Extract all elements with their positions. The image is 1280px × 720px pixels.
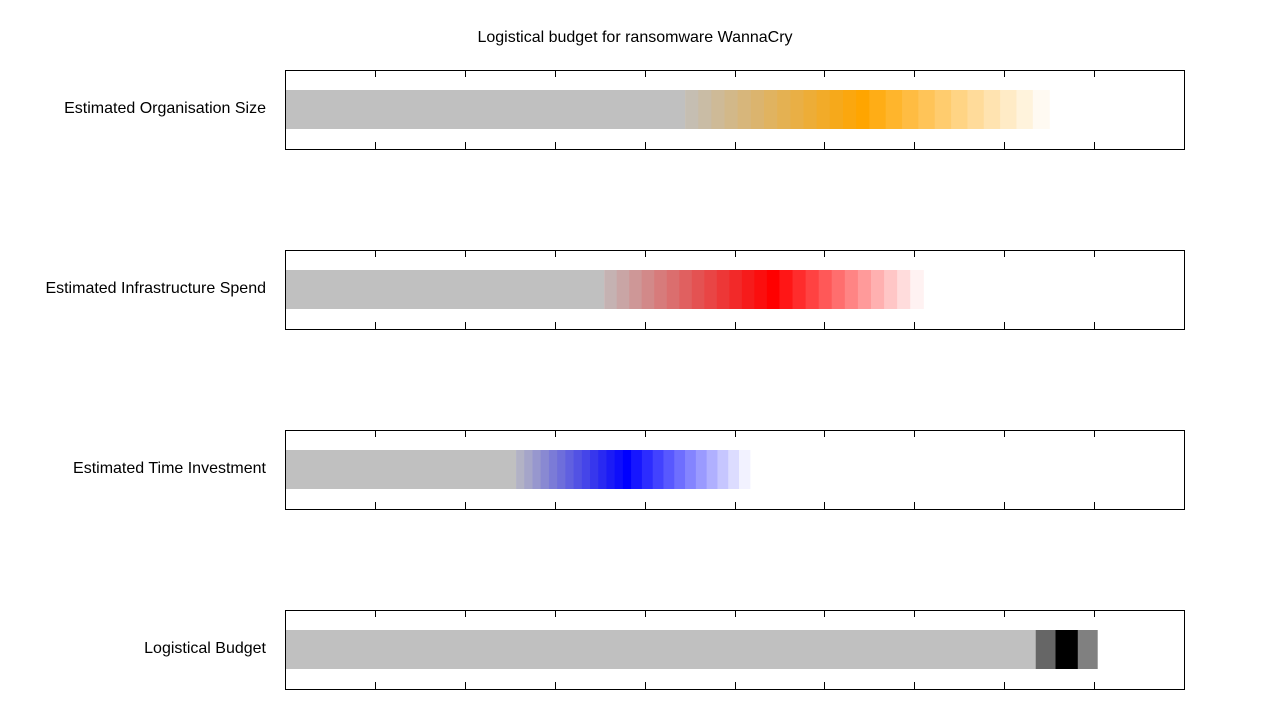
spread-segment <box>884 270 898 309</box>
spread-segment <box>803 90 818 129</box>
spread-segment <box>843 90 857 129</box>
spread-segment <box>629 270 643 309</box>
spread-segment <box>516 450 525 489</box>
spread-segment <box>857 270 872 309</box>
base-bar <box>286 270 605 309</box>
spread-segment <box>729 270 743 309</box>
spread-segment <box>598 450 608 489</box>
spread-segment <box>934 90 952 129</box>
spread-segment <box>532 450 542 489</box>
spread-segment <box>573 450 583 489</box>
spread-segment <box>616 270 630 309</box>
spread-segment <box>764 90 778 129</box>
spread-segment <box>695 450 708 489</box>
spread-segment <box>741 270 756 309</box>
spread-segment <box>674 450 686 489</box>
spread-segment <box>728 450 740 489</box>
spread-segment <box>622 450 632 489</box>
spread-segment <box>606 450 616 489</box>
spread-segment <box>711 90 726 129</box>
row-label: Logistical Budget <box>144 640 266 657</box>
spread-segment <box>641 450 654 489</box>
spread-segment <box>540 450 550 489</box>
spread-segment <box>604 270 618 309</box>
base-bar <box>286 450 517 489</box>
spread-segment <box>951 90 969 129</box>
base-bar <box>286 630 1036 669</box>
spread-segment <box>706 450 719 489</box>
row-label: Estimated Time Investment <box>73 460 267 477</box>
spread-segment <box>557 450 566 489</box>
spread-segment <box>631 450 643 489</box>
spread-segment <box>565 450 575 489</box>
row-label: Estimated Infrastructure Spend <box>45 280 266 297</box>
spread-segment <box>685 450 697 489</box>
spread-segment <box>679 270 693 309</box>
spread-segment <box>1000 90 1018 129</box>
spread-segment <box>716 270 730 309</box>
spread-segment <box>666 270 680 309</box>
spread-segment <box>1032 90 1050 129</box>
spread-segment <box>777 90 791 129</box>
base-bar <box>286 90 686 129</box>
spread-segment <box>641 270 655 309</box>
spread-segment <box>790 90 805 129</box>
spread-segment <box>685 90 699 129</box>
spread-segment <box>1016 90 1034 129</box>
spread-segment <box>717 450 729 489</box>
spread-segment <box>870 270 885 309</box>
spread-segment <box>844 270 859 309</box>
spread-segment <box>766 270 781 309</box>
spread-segment <box>691 270 705 309</box>
spread-segment <box>590 450 599 489</box>
spread-segment <box>704 270 718 309</box>
row-label: Estimated Organisation Size <box>64 100 266 117</box>
spread-segment <box>816 90 831 129</box>
spread-segment <box>897 270 911 309</box>
spread-segment <box>524 450 534 489</box>
spread-segment <box>918 90 936 129</box>
spread-segment <box>869 90 887 129</box>
spread-segment <box>548 450 558 489</box>
spread-segment <box>967 90 985 129</box>
spread-segment <box>581 450 591 489</box>
spread-segment <box>983 90 1001 129</box>
spread-segment <box>829 90 844 129</box>
spread-segment <box>885 90 903 129</box>
spread-segment <box>792 270 807 309</box>
spread-segment <box>779 270 794 309</box>
spread-segment <box>652 450 665 489</box>
spread-segment <box>737 90 752 129</box>
chart-title: Logistical budget for ransomware WannaCr… <box>477 29 793 46</box>
spread-segment <box>724 90 739 129</box>
budget-segment <box>1035 630 1056 669</box>
budget-segment <box>1077 630 1098 669</box>
spread-segment <box>805 270 820 309</box>
spread-segment <box>902 90 919 129</box>
budget-segment <box>1055 630 1078 669</box>
spread-segment <box>654 270 668 309</box>
spread-segment <box>663 450 675 489</box>
spread-segment <box>754 270 768 309</box>
spread-segment <box>614 450 624 489</box>
spread-segment <box>738 450 751 489</box>
spread-segment <box>698 90 712 129</box>
spread-segment <box>856 90 870 129</box>
spread-segment <box>831 270 846 309</box>
spread-segment <box>818 270 833 309</box>
spread-segment <box>910 270 924 309</box>
spread-segment <box>750 90 765 129</box>
